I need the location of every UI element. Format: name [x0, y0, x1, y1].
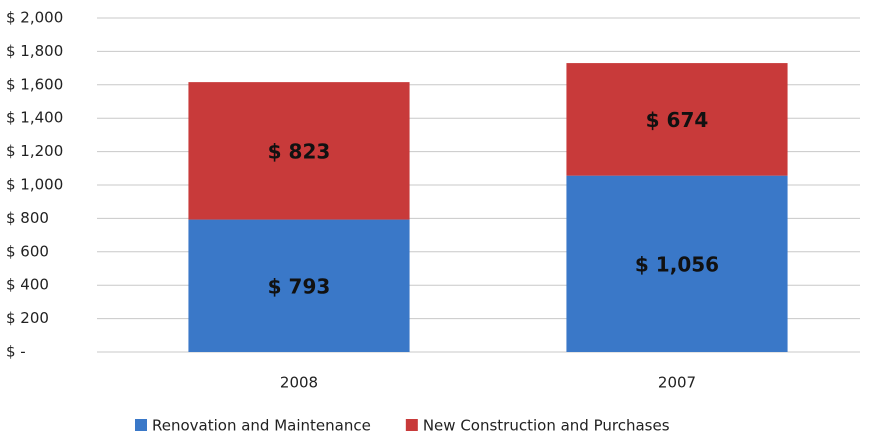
y-tick-label: $ 2,000 — [6, 9, 63, 27]
y-tick-label: $ 200 — [6, 309, 49, 327]
bar-segment — [188, 82, 410, 220]
y-tick-label: $ 1,200 — [6, 142, 63, 160]
data-label: $ 1,056 — [635, 252, 719, 276]
legend-label: New Construction and Purchases — [423, 417, 670, 435]
y-tick-label: $ 400 — [6, 276, 49, 294]
legend-swatch — [405, 419, 418, 431]
x-tick-label: 2008 — [280, 374, 318, 392]
y-tick-label: $ 600 — [6, 242, 49, 260]
y-tick-label: $ 800 — [6, 209, 49, 227]
data-label: $ 674 — [646, 108, 709, 132]
data-label: $ 823 — [268, 139, 331, 163]
legend-swatch — [135, 419, 147, 431]
bar-segment — [566, 175, 788, 352]
legend-label: Renovation and Maintenance — [152, 417, 371, 435]
bar-segment — [188, 219, 410, 352]
y-tick-label: $ 1,800 — [6, 42, 63, 60]
bar-segment — [566, 63, 788, 176]
y-tick-label: $ - — [6, 343, 26, 361]
y-tick-label: $ 1,000 — [6, 176, 63, 194]
y-tick-label: $ 1,400 — [6, 109, 63, 127]
y-tick-label: $ 1,600 — [6, 75, 63, 93]
data-label: $ 793 — [268, 274, 331, 298]
x-tick-label: 2007 — [658, 374, 696, 392]
